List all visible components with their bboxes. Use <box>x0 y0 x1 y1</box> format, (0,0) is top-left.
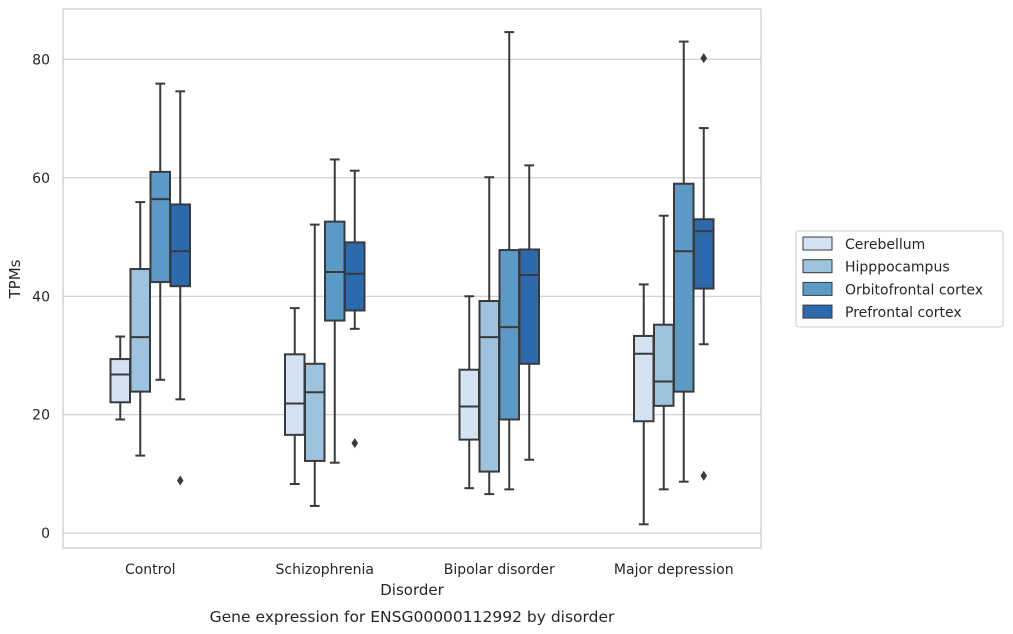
box-1-0 <box>284 307 306 486</box>
box-2-0 <box>458 295 480 490</box>
box-body <box>478 300 500 473</box>
box-body <box>129 268 151 393</box>
gridlines <box>63 58 761 534</box>
x-axis-ticks: Control Schizophrenia Bipolar disorder Majo… <box>125 562 734 578</box>
legend-frame <box>795 230 1004 328</box>
box-0-3 <box>169 90 191 486</box>
legend-label: Orbitofrontal cortex <box>845 282 983 298</box>
box-2-1 <box>478 176 500 496</box>
box-body <box>284 353 306 436</box>
box-0-0 <box>109 335 131 421</box>
outlier-marker <box>351 438 359 449</box>
box-0-1 <box>129 201 151 457</box>
plot-area-frame <box>62 8 762 549</box>
box-body <box>653 323 675 407</box>
legend-swatch <box>802 236 833 251</box>
box-3-1 <box>653 214 675 491</box>
box-series <box>109 31 715 526</box>
box-body <box>633 334 655 423</box>
box-body <box>109 358 131 404</box>
box-2-3 <box>518 164 540 461</box>
box-3-0 <box>633 283 655 526</box>
legend-swatch <box>802 281 833 296</box>
box-body <box>149 170 171 284</box>
box-3-2 <box>673 40 695 483</box>
legend-swatch <box>802 304 833 319</box>
box-body <box>458 368 480 441</box>
y-axis-ticks: 0 20 40 60 80 <box>32 52 50 542</box>
box-body <box>304 362 326 462</box>
y-tick-label: 80 <box>32 52 50 68</box>
y-tick-label: 40 <box>32 289 50 305</box>
legend-swatch <box>802 259 833 274</box>
y-tick-label: 60 <box>32 171 50 187</box>
box-body <box>693 218 715 290</box>
legend-label: Hipppocampus <box>845 260 950 276</box>
box-body <box>498 249 520 421</box>
legend-label: Prefrontal cortex <box>845 305 962 321</box>
box-body <box>518 248 540 365</box>
box-body <box>344 241 366 312</box>
box-1-1 <box>304 223 326 507</box>
box-1-2 <box>324 158 346 464</box>
y-tick-label: 20 <box>32 408 50 424</box>
legend: Cerebellum Hipppocampus Orbitofrontal cort… <box>795 230 1004 328</box>
x-tick-label: Bipolar disorder <box>444 562 555 578</box>
box-body <box>673 182 695 393</box>
x-tick-label: Schizophrenia <box>276 562 374 578</box>
box-1-3 <box>344 169 366 449</box>
box-body <box>169 203 191 288</box>
chart-caption: Gene expression for ENSG00000112992 by d… <box>210 608 615 626</box>
outlier-marker <box>700 470 708 481</box>
box-3-3 <box>693 53 715 481</box>
y-tick-label: 0 <box>41 526 50 542</box>
y-axis-title: TPMs <box>6 259 24 299</box>
legend-label: Cerebellum <box>845 237 925 253</box>
outlier-marker <box>176 475 184 486</box>
box-0-2 <box>149 82 171 381</box>
x-axis-title: Disorder <box>380 581 444 599</box>
box-2-2 <box>498 31 520 491</box>
x-tick-label: Control <box>125 562 176 578</box>
outlier-marker <box>700 53 708 64</box>
x-tick-label: Major depression <box>614 562 734 578</box>
